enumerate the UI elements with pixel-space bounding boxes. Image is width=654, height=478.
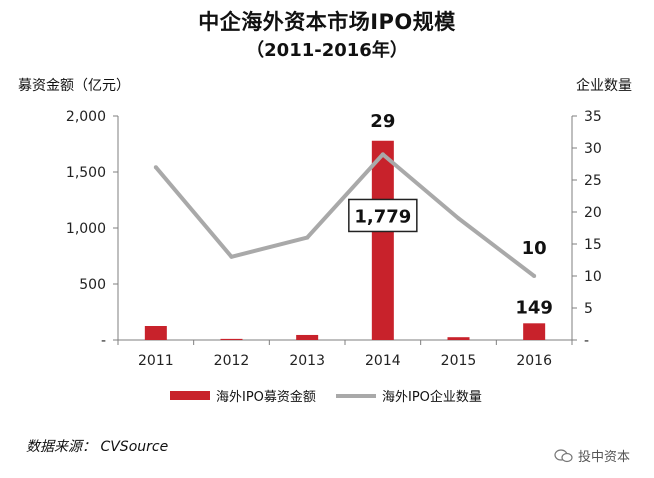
y-right-tick-label: 20 [584,205,602,221]
y-right-tick-label: 10 [584,269,602,285]
data-label: 29 [370,111,395,132]
y-right-tick-label: - [584,333,589,349]
watermark: 投中资本 [554,446,630,465]
bar [371,140,394,340]
data-source: 数据来源： CVSource [26,439,169,455]
legend-label-bar: 海外IPO募资金额 [216,390,316,405]
x-tick-label: 2013 [289,353,325,369]
legend: 海外IPO募资金额 海外IPO企业数量 [0,386,654,406]
y-left-tick-label: 1,500 [66,165,106,181]
line-series [154,152,536,278]
legend-item-line: 海外IPO企业数量 [336,386,482,405]
data-label-box [348,198,418,233]
legend-label-line: 海外IPO企业数量 [382,390,482,405]
x-tick-label: 2016 [516,353,552,369]
line-point [532,274,537,278]
x-tick-label: 2011 [138,353,174,369]
y-left-tick-label: 1,000 [66,221,106,237]
bar [144,326,167,340]
x-tick-label: 2012 [214,353,250,369]
line-point [456,216,461,221]
watermark-text: 投中资本 [577,450,630,465]
x-tick-label: 2015 [441,353,477,369]
legend-swatch-bar [170,391,210,400]
y-right-tick-label: 5 [584,301,593,317]
bar [523,323,546,340]
data-label: 1,779 [354,206,411,227]
line-point [229,254,234,259]
y-axis-left-label: 募资金额（亿元） [18,78,130,94]
bar [220,338,243,340]
y-right-tick-label: 35 [584,109,602,125]
line-point [305,235,310,240]
y-right-tick-label: 25 [584,173,602,189]
y-left-tick-label: 500 [79,277,106,293]
data-label: 149 [515,297,553,318]
wechat-icon [554,448,574,463]
line-point [153,165,158,170]
line-point [380,152,385,157]
data-label: 10 [522,238,547,259]
bar [296,334,319,340]
chart-subtitle: （2011-2016年） [246,40,408,61]
chart-title: 中企海外资本市场IPO规模 [198,10,456,34]
y-left-tick-label: 2,000 [66,109,106,125]
y-right-tick-label: 15 [584,237,602,253]
y-left-tick-label: - [101,333,106,349]
y-axis-right-label: 企业数量 [576,78,632,94]
x-tick-label: 2014 [365,353,401,369]
bar [447,337,470,340]
legend-item-bar: 海外IPO募资金额 [170,386,316,405]
legend-swatch-line [336,393,376,398]
y-right-tick-label: 30 [584,141,602,157]
